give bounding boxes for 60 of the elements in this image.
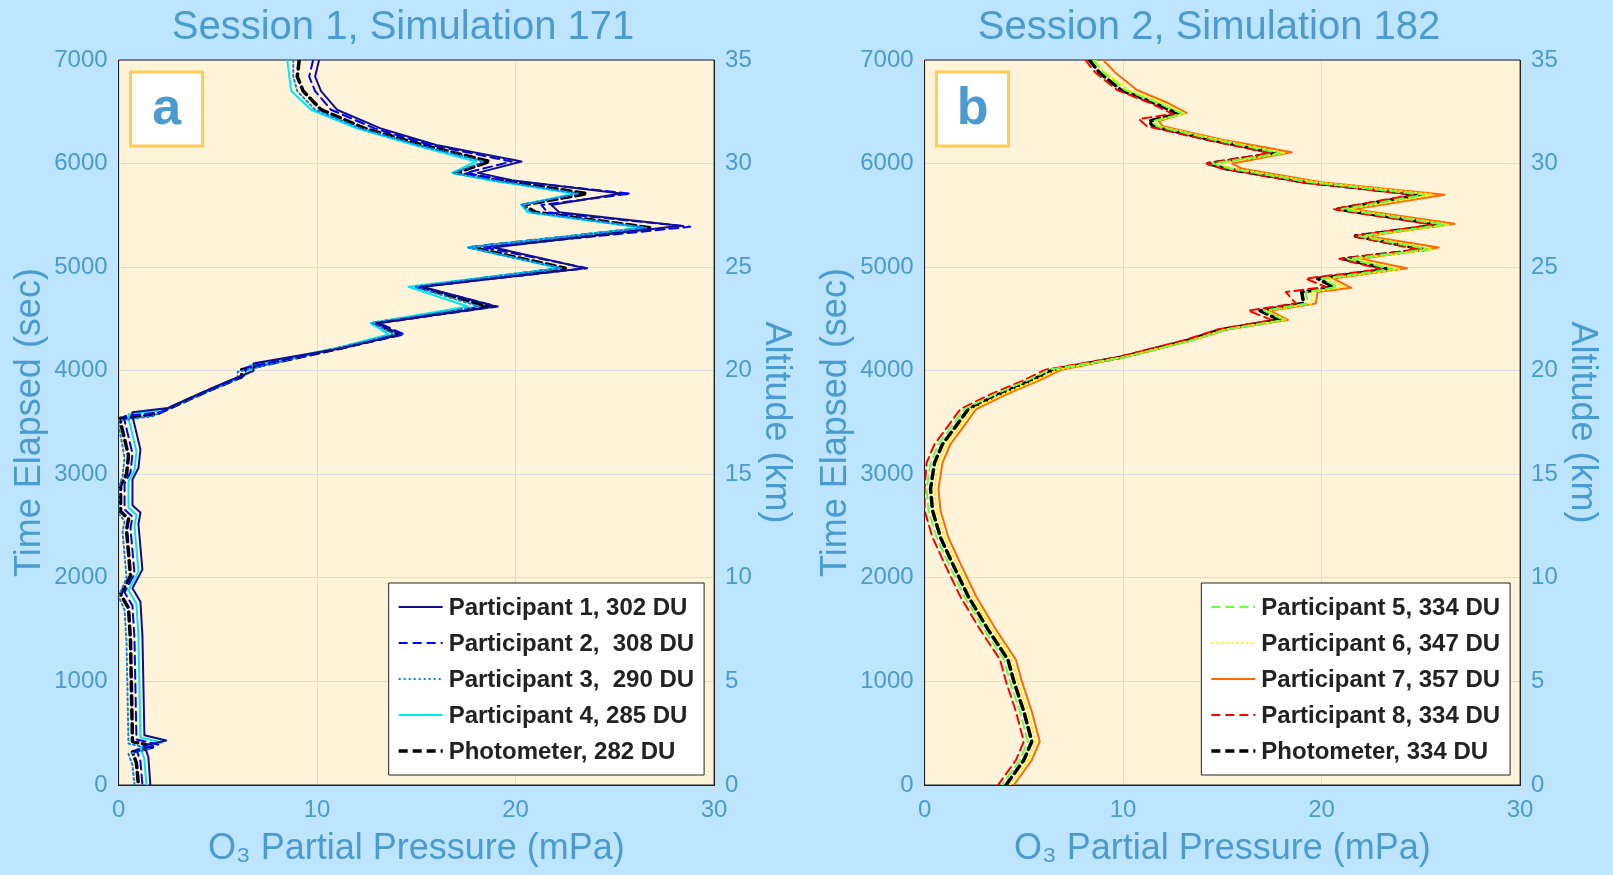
legend-label: Participant 6, 347 DU (1261, 628, 1501, 656)
legend-label: Participant 2, 308 DU (448, 628, 695, 656)
y-tick-label: 5000 (54, 251, 108, 279)
legend-label: Participant 5, 334 DU (1261, 592, 1501, 620)
y-axis-title: Time Elapsed (sec) (812, 268, 854, 577)
y2-axis-title: Altitude (km) (758, 321, 800, 524)
y-tick-label: 7000 (860, 44, 914, 72)
y-tick-label: 6000 (860, 148, 914, 176)
x-tick-label: 0 (111, 795, 126, 823)
x-tick-label: 0 (917, 795, 932, 823)
y-tick-label: 5000 (860, 251, 914, 279)
y-tick-label: 3000 (54, 458, 108, 486)
y-tick-label: 3000 (860, 458, 914, 486)
legend-label: Participant 1, 302 DU (448, 592, 688, 620)
y2-tick-label: 30 (1531, 148, 1558, 176)
y2-tick-label: 10 (725, 562, 752, 590)
y2-tick-label: 35 (1531, 44, 1558, 72)
annotation: a (152, 77, 183, 136)
y-tick-label: 1000 (54, 666, 108, 694)
legend-label: Participant 4, 285 DU (448, 700, 688, 728)
x-tick-label: 20 (1308, 795, 1335, 823)
y-tick-label: 4000 (860, 355, 914, 383)
y-tick-label: 2000 (860, 562, 914, 590)
legend-label: Participant 3, 290 DU (448, 664, 695, 692)
y-tick-label: 2000 (54, 562, 108, 590)
x-tick-label: 30 (700, 795, 728, 823)
x-axis-title: O₃ Partial Pressure (mPa) (207, 826, 625, 868)
x-tick-label: 10 (303, 795, 331, 823)
y-tick-label: 0 (94, 769, 108, 797)
y-tick-label: 6000 (54, 148, 108, 176)
legend-label: Participant 8, 334 DU (1261, 700, 1501, 728)
y-tick-label: 1000 (860, 666, 914, 694)
y2-tick-label: 0 (725, 769, 739, 797)
chart-title: Session 1, Simulation 171 (171, 3, 635, 48)
y-axis-title: Time Elapsed (sec) (6, 268, 48, 577)
y2-tick-label: 20 (1531, 355, 1558, 383)
x-tick-label: 30 (1506, 795, 1534, 823)
y2-axis-title: Altitude (km) (1564, 321, 1606, 524)
y2-tick-label: 25 (1531, 251, 1558, 279)
legend-label: Photometer, 282 DU (448, 736, 676, 764)
y2-tick-label: 30 (725, 148, 752, 176)
y-tick-label: 4000 (54, 355, 108, 383)
y2-tick-label: 0 (1531, 769, 1545, 797)
x-axis-title: O₃ Partial Pressure (mPa) (1013, 826, 1431, 868)
y-tick-label: 0 (900, 769, 914, 797)
chart-title: Session 2, Simulation 182 (977, 3, 1441, 48)
y-tick-label: 7000 (54, 44, 108, 72)
y2-tick-label: 35 (725, 44, 752, 72)
y2-tick-label: 5 (725, 666, 739, 694)
legend-label: Photometer, 334 DU (1261, 736, 1489, 764)
y2-tick-label: 20 (725, 355, 752, 383)
y2-tick-label: 15 (725, 458, 752, 486)
annotation: b (956, 77, 989, 136)
x-tick-label: 10 (1109, 795, 1137, 823)
legend-label: Participant 7, 357 DU (1261, 664, 1501, 692)
y2-tick-label: 15 (1531, 458, 1558, 486)
y2-tick-label: 10 (1531, 562, 1558, 590)
y2-tick-label: 25 (725, 251, 752, 279)
x-tick-label: 20 (502, 795, 529, 823)
y2-tick-label: 5 (1531, 666, 1545, 694)
